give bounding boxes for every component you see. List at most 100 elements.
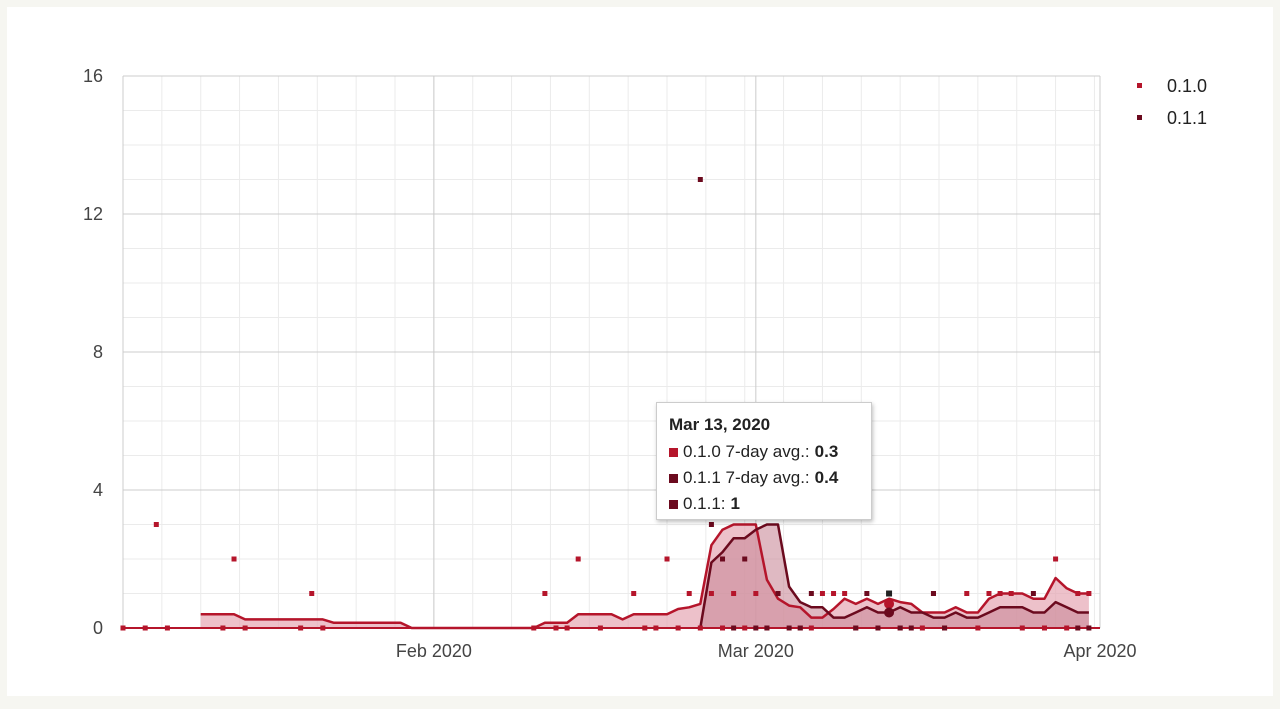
tooltip-value: 0.4 — [814, 468, 839, 487]
daily-point-0.1.0 — [597, 625, 603, 631]
daily-point-0.1.1 — [875, 625, 881, 631]
hover-markers — [884, 590, 895, 618]
tooltip-label: 0.1.1 7-day avg.: — [683, 468, 810, 487]
daily-point-0.1.0 — [975, 625, 981, 631]
x-tick-label: Feb 2020 — [396, 641, 472, 661]
daily-point-0.1.0 — [708, 591, 714, 596]
daily-point-0.1.0 — [653, 625, 659, 631]
daily-point-0.1.0 — [808, 625, 814, 631]
daily-point-0.1.1 — [764, 625, 770, 631]
tooltip-value: 0.3 — [814, 442, 839, 461]
daily-point-0.1.1 — [797, 625, 803, 631]
daily-point-0.1.0 — [742, 625, 748, 631]
x-axis-ticks: Feb 2020 Mar 2020 Apr 2020 — [396, 641, 1137, 661]
daily-point-0.1.0 — [1008, 591, 1014, 596]
legend-swatch-0.1.1 — [1137, 115, 1142, 120]
daily-point-0.1.0 — [575, 556, 581, 562]
daily-point-0.1.0 — [242, 625, 248, 631]
tooltip-swatch-010 — [669, 447, 678, 457]
avg-lines — [123, 523, 1100, 630]
x-tick-label: Apr 2020 — [1063, 641, 1136, 661]
legend-label-0.1.1: 0.1.1 — [1167, 108, 1207, 128]
daily-point-0.1.0 — [164, 625, 170, 631]
tooltip-label: 0.1.0 7-day avg.: — [683, 442, 810, 461]
x-tick-label: Mar 2020 — [718, 641, 794, 661]
daily-point-0.1.0 — [153, 522, 159, 527]
tooltip-row: 0.1.1: 1 — [669, 491, 859, 517]
daily-point-0.1.0 — [819, 591, 825, 596]
hover-marker-010 — [884, 598, 895, 609]
tooltip-date: Mar 13, 2020 — [669, 415, 771, 434]
daily-point-0.1.0 — [642, 625, 648, 631]
daily-point-0.1.1 — [853, 625, 859, 631]
legend-swatch-0.1.0 — [1137, 83, 1142, 88]
daily-point-0.1.1 — [753, 625, 759, 631]
legend[interactable]: 0.1.0 0.1.1 — [1137, 76, 1207, 128]
daily-point-0.1.1 — [942, 625, 948, 631]
avg-areas — [200, 524, 1089, 628]
avg-line-0.1.0 — [200, 523, 1089, 630]
legend-label-0.1.0: 0.1.0 — [1167, 76, 1207, 96]
daily-point-0.1.0 — [320, 625, 326, 631]
daily-point-0.1.0 — [731, 591, 737, 596]
y-tick-label: 0 — [93, 618, 103, 638]
y-tick-label: 12 — [83, 204, 103, 224]
daily-point-0.1.1 — [742, 556, 748, 562]
avg-area-0.1.1 — [700, 524, 1089, 628]
daily-point-0.1.0 — [553, 625, 559, 631]
daily-point-0.1.0 — [564, 625, 570, 631]
daily-point-0.1.0 — [697, 625, 703, 631]
daily-point-0.1.1 — [720, 556, 726, 562]
tooltip-label: 0.1.1: — [683, 494, 726, 513]
daily-point-0.1.1 — [864, 591, 870, 596]
tooltip-row: 0.1.0 7-day avg.: 0.3 — [669, 439, 859, 465]
daily-point-0.1.1 — [731, 625, 737, 631]
daily-point-0.1.0 — [675, 625, 681, 631]
daily-point-0.1.0 — [120, 625, 126, 631]
y-axis-ticks: 0 4 8 12 16 — [83, 66, 103, 638]
daily-point-0.1.0 — [220, 625, 226, 631]
daily-point-0.1.1 — [708, 522, 714, 527]
y-tick-label: 4 — [93, 480, 103, 500]
daily-point-0.1.0 — [231, 556, 237, 562]
daily-point-0.1.0 — [1075, 591, 1081, 596]
daily-point-0.1.1 — [908, 625, 914, 631]
y-tick-label: 8 — [93, 342, 103, 362]
daily-point-0.1.0 — [964, 591, 970, 596]
avg-line-0.1.1 — [699, 523, 1089, 629]
daily-point-0.1.0 — [1019, 625, 1025, 631]
daily-point-0.1.1 — [897, 625, 903, 631]
daily-point-0.1.0 — [542, 591, 548, 596]
tooltip-swatch-011-daily — [669, 499, 678, 509]
tooltip-row: 0.1.1 7-day avg.: 0.4 — [669, 465, 859, 491]
daily-point-0.1.0 — [1053, 556, 1059, 562]
daily-points — [120, 177, 1092, 631]
daily-point-0.1.0 — [842, 591, 848, 596]
daily-point-0.1.1 — [1086, 625, 1092, 631]
daily-point-0.1.0 — [686, 591, 692, 596]
y-tick-label: 16 — [83, 66, 103, 86]
daily-point-0.1.0 — [1041, 625, 1047, 631]
daily-point-0.1.1 — [697, 177, 703, 182]
daily-point-0.1.0 — [531, 625, 537, 631]
tooltip-swatch-011 — [669, 473, 678, 483]
daily-point-0.1.0 — [919, 625, 925, 631]
daily-point-0.1.0 — [986, 591, 992, 596]
daily-point-0.1.1 — [930, 591, 936, 596]
daily-point-0.1.0 — [720, 625, 726, 631]
hover-point — [886, 590, 893, 597]
hover-marker-011 — [884, 607, 895, 618]
daily-point-0.1.0 — [997, 591, 1003, 596]
daily-point-0.1.0 — [1064, 625, 1070, 631]
daily-point-0.1.0 — [664, 556, 670, 562]
daily-point-0.1.1 — [775, 591, 781, 596]
grid — [122, 75, 1101, 629]
daily-point-0.1.0 — [831, 591, 837, 596]
daily-point-0.1.1 — [808, 591, 814, 596]
daily-point-0.1.1 — [1075, 625, 1081, 631]
daily-point-0.1.0 — [753, 591, 759, 596]
daily-point-0.1.1 — [786, 625, 792, 631]
daily-point-0.1.0 — [298, 625, 304, 631]
daily-point-0.1.0 — [309, 591, 315, 596]
chart-tooltip: Mar 13, 2020 0.1.0 7-day avg.: 0.3 0.1.1… — [656, 402, 872, 520]
